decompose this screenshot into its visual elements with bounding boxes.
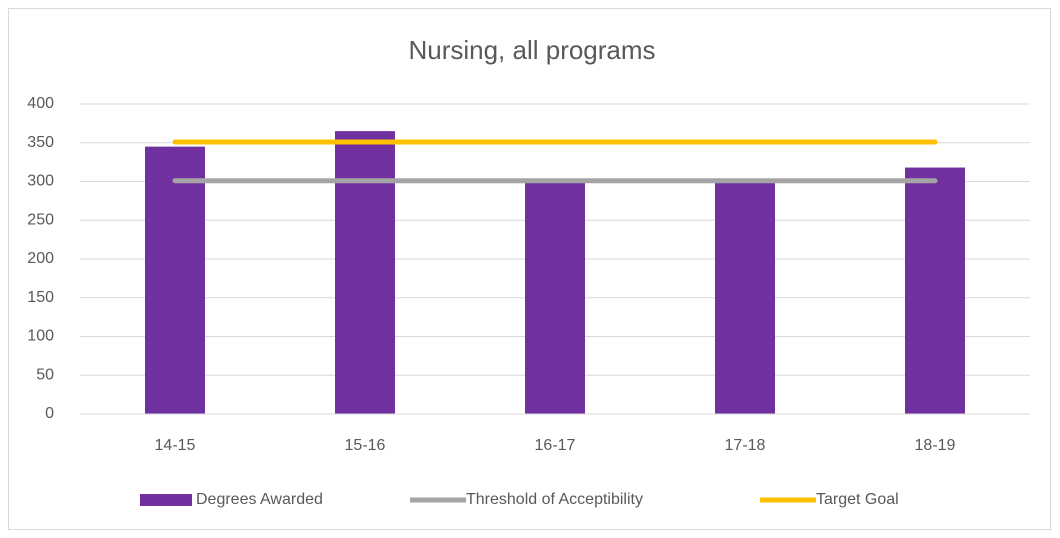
- legend-label: Target Goal: [816, 491, 899, 508]
- bar: [905, 167, 965, 414]
- y-tick-label: 50: [36, 366, 54, 383]
- x-tick-label: 18-19: [915, 437, 956, 454]
- y-tick-label: 350: [27, 134, 54, 151]
- y-tick-label: 200: [27, 250, 54, 267]
- x-tick-label: 17-18: [725, 437, 766, 454]
- bar: [715, 182, 775, 414]
- x-tick-label: 15-16: [345, 437, 386, 454]
- x-tick-label: 14-15: [155, 437, 196, 454]
- y-tick-label: 150: [27, 289, 54, 306]
- y-tick-label: 0: [45, 405, 54, 422]
- y-tick-label: 300: [27, 173, 54, 190]
- bar: [145, 146, 205, 414]
- y-tick-label: 400: [27, 95, 54, 112]
- bar: [335, 131, 395, 414]
- bar: [525, 182, 585, 414]
- legend-swatch: [140, 494, 192, 506]
- y-tick-label: 100: [27, 328, 54, 345]
- chart-title: Nursing, all programs: [408, 35, 655, 65]
- x-tick-label: 16-17: [535, 437, 576, 454]
- legend-label: Degrees Awarded: [196, 491, 323, 508]
- legend-label: Threshold of Acceptibility: [466, 491, 643, 508]
- y-tick-label: 250: [27, 211, 54, 228]
